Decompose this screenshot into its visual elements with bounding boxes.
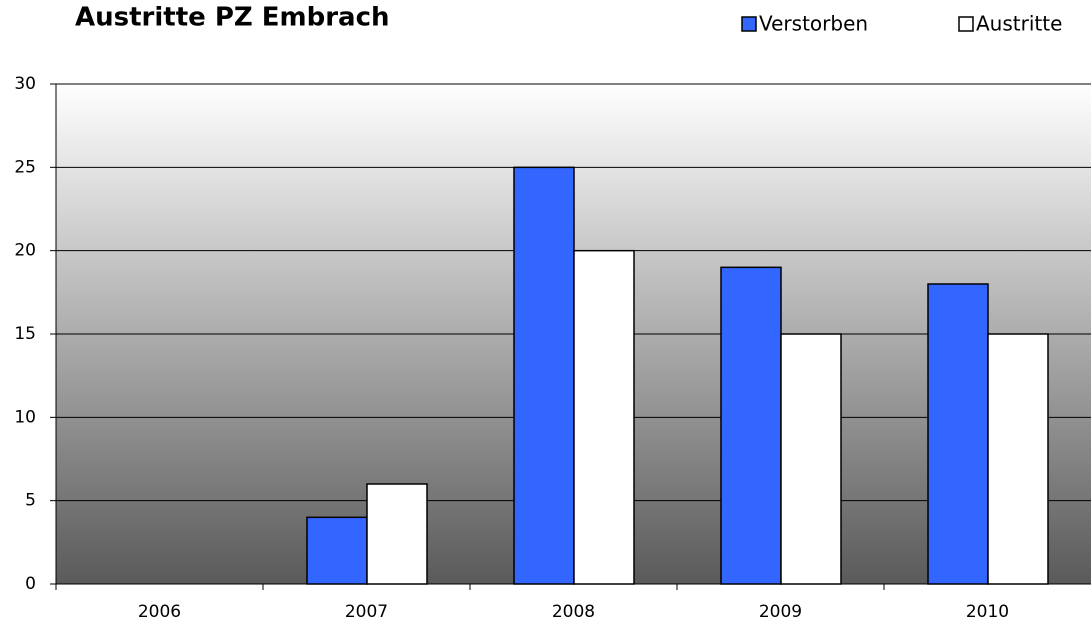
y-tick-label: 30 bbox=[14, 74, 36, 94]
y-tick-label: 10 bbox=[14, 407, 36, 427]
chart-title: Austritte PZ Embrach bbox=[75, 3, 390, 33]
legend-swatch bbox=[741, 16, 757, 32]
y-tick-label: 25 bbox=[14, 157, 36, 177]
bar bbox=[366, 483, 428, 585]
bar bbox=[927, 283, 989, 585]
legend-label: Austritte bbox=[976, 12, 1062, 36]
bar bbox=[306, 516, 368, 585]
x-tick-label: 2010 bbox=[966, 602, 1009, 622]
bar bbox=[987, 333, 1049, 585]
y-tick-label: 20 bbox=[14, 241, 36, 261]
bar bbox=[573, 249, 635, 585]
y-tick-label: 0 bbox=[25, 574, 36, 594]
bar bbox=[780, 333, 842, 585]
legend-swatch bbox=[958, 16, 974, 32]
x-tick-label: 2009 bbox=[759, 602, 802, 622]
legend-label: Verstorben bbox=[759, 12, 868, 36]
x-tick-label: 2008 bbox=[552, 602, 595, 622]
x-tick-label: 2006 bbox=[138, 602, 181, 622]
y-tick-label: 5 bbox=[25, 491, 36, 511]
bar bbox=[513, 166, 575, 585]
x-tick-label: 2007 bbox=[345, 602, 388, 622]
bar bbox=[720, 266, 782, 585]
y-tick-label: 15 bbox=[14, 324, 36, 344]
